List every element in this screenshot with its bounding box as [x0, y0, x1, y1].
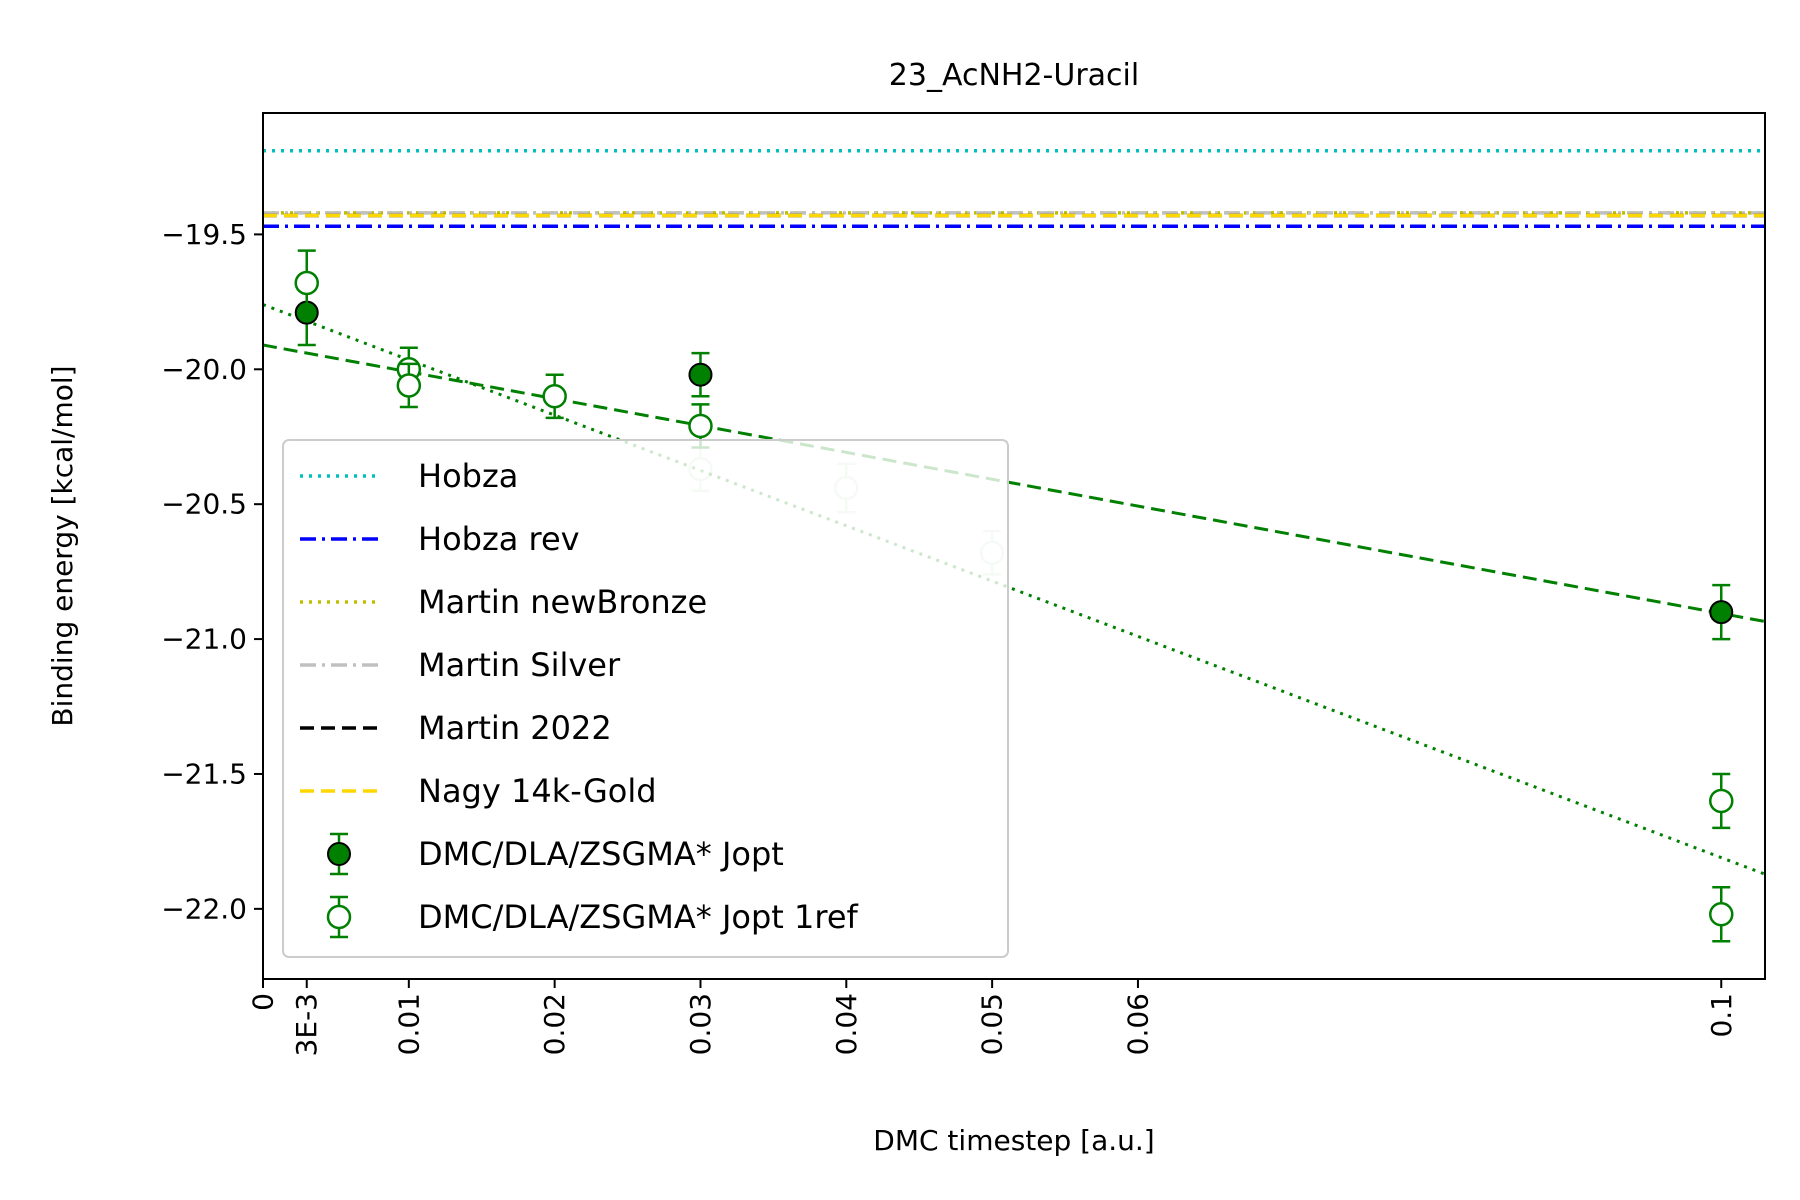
x-tick-label: 0.01 [392, 993, 425, 1055]
marker-open [688, 413, 713, 439]
y-tick-label: −19.5 [161, 218, 247, 251]
x-tick-label: 0.1 [1705, 993, 1738, 1038]
x-tick-label: 0.04 [830, 993, 863, 1055]
x-tick-label: 0.05 [976, 993, 1009, 1055]
plot-area [263, 149, 1765, 943]
dmc-dla-zsgma-jopt-point [688, 351, 713, 398]
marker-filled [688, 362, 713, 387]
marker-open [1709, 902, 1734, 927]
legend-label: Martin newBronze [418, 583, 707, 621]
dmc-dla-zsgma-jopt-point [1709, 583, 1734, 641]
legend-marker-filled [327, 842, 351, 866]
legend-items: Hobza Hobza rev Martin newBronze Martin Sil… [300, 457, 859, 939]
x-tick-label: 0.06 [1121, 993, 1154, 1055]
legend-box [282, 439, 1009, 958]
marker-filled [1709, 600, 1734, 625]
marker-open [1709, 788, 1734, 814]
legend-label: Martin Silver [418, 646, 621, 684]
legend: Hobza Hobza rev Martin newBronze Martin Sil… [282, 439, 1009, 958]
x-axis: 0 3E-3 0.01 0.02 0.03 0.04 0.05 0.06 0.1 [247, 979, 1738, 1056]
fit-line-1 [263, 343, 1765, 623]
fit-line-2 [263, 303, 1765, 876]
fit-lines [263, 303, 1765, 876]
y-tick-label: −21.0 [161, 623, 247, 656]
x-tick-label: 0 [247, 993, 280, 1011]
y-tick-label: −20.5 [161, 488, 247, 521]
x-tick-label: 0.03 [684, 993, 717, 1055]
reference-lines [263, 149, 1765, 229]
y-tick-label: −22.0 [161, 892, 247, 925]
y-axis-label: Binding energy [kcal/mol] [46, 365, 79, 726]
x-tick-label: 3E-3 [290, 993, 323, 1056]
legend-label: Hobza rev [418, 520, 580, 558]
data-markers [294, 249, 1734, 943]
dmc-dla-zsgma-jopt-1ref-point [294, 249, 319, 317]
legend-label: Martin 2022 [418, 709, 612, 747]
legend-marker-open [326, 904, 352, 930]
y-tick-label: −20.0 [161, 353, 247, 386]
legend-label: Hobza [418, 457, 518, 495]
marker-open [542, 384, 567, 409]
y-tick-label: −21.5 [161, 757, 247, 790]
dmc-dla-zsgma-jopt-1ref-point [1709, 772, 1734, 830]
marker-open [396, 373, 422, 398]
chart-title: 23_AcNH2-Uracil [889, 58, 1139, 93]
x-tick-label: 0.02 [538, 993, 571, 1055]
dmc-dla-zsgma-jopt-1ref-point [396, 362, 422, 409]
plot-frame [262, 112, 1766, 980]
legend-label: DMC/DLA/ZSGMA* Jopt 1ref [418, 898, 859, 936]
marker-open [294, 270, 319, 296]
x-axis-label: DMC timestep [a.u.] [873, 1124, 1154, 1157]
dmc-dla-zsgma-jopt-1ref-point [1709, 886, 1734, 943]
legend-label: Nagy 14k-Gold [418, 772, 657, 810]
y-axis: −19.5 −20.0 −20.5 −21.0 −21.5 −22.0 [161, 218, 263, 925]
legend-label: DMC/DLA/ZSGMA* Jopt [418, 835, 784, 873]
dmc-dla-zsgma-jopt-1ref-point [542, 373, 567, 420]
